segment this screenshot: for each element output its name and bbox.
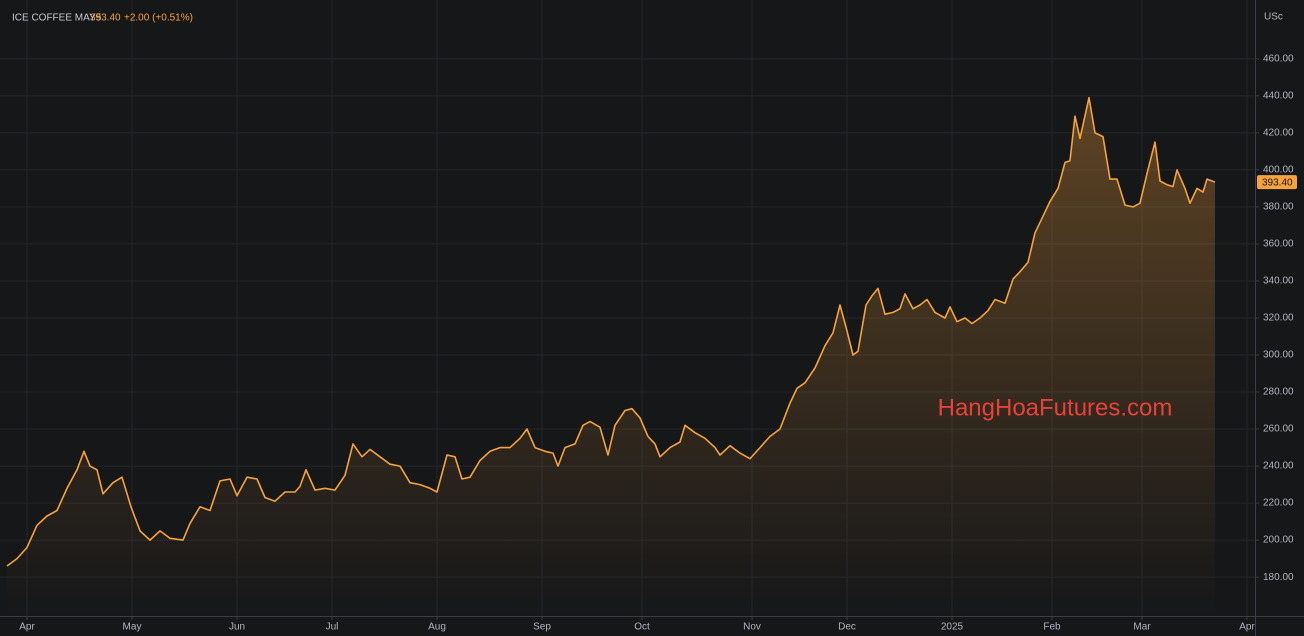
y-tick-label: 240.00	[1263, 461, 1294, 472]
y-tick-label: 380.00	[1263, 202, 1294, 213]
y-tick-label: 200.00	[1263, 535, 1294, 546]
y-tick-label: 320.00	[1263, 313, 1294, 324]
y-tick-label: 360.00	[1263, 239, 1294, 250]
x-tick-label: Feb	[1043, 622, 1061, 633]
x-tick-label: Apr	[19, 622, 35, 633]
watermark: HangHoaFutures.com	[938, 394, 1173, 421]
last-price: 393.40	[90, 13, 121, 24]
y-tick-label: 220.00	[1263, 498, 1294, 509]
x-tick-label: Oct	[634, 622, 650, 633]
last-price-badge	[1257, 175, 1297, 190]
axes: 180.00 200.00 220.00 240.00 260.00 280.00 300.…	[19, 53, 1297, 633]
y-tick-label: 460.00	[1263, 53, 1294, 64]
x-tick-label: 2025	[941, 622, 964, 633]
x-tick-label: Dec	[838, 622, 856, 633]
x-tick-label: Nov	[743, 622, 761, 633]
y-tick-label: 440.00	[1263, 90, 1294, 101]
y-tick-label: 300.00	[1263, 350, 1294, 361]
y-tick-label: 420.00	[1263, 128, 1294, 139]
y-unit: USc	[1264, 12, 1283, 23]
x-tick-label: Mar	[1133, 622, 1151, 633]
x-tick-label: May	[123, 622, 142, 633]
x-tick-label: Jun	[229, 622, 245, 633]
y-tick-label: 280.00	[1263, 387, 1294, 398]
symbol: ICE COFFEE MAY5	[12, 13, 102, 24]
price-change: +2.00 (+0.51%)	[124, 13, 193, 24]
x-tick-label: Jul	[326, 622, 339, 633]
price-line	[6, 96, 1216, 567]
x-tick-label: Aug	[428, 622, 446, 633]
x-tick-label: Sep	[533, 622, 551, 633]
last-price-badge-label: 393.40	[1262, 177, 1293, 188]
area-fill	[7, 97, 1215, 616]
y-tick-label: 180.00	[1263, 572, 1294, 583]
plot	[6, 96, 1216, 616]
y-tick-label: 400.00	[1263, 165, 1294, 176]
x-tick-label: Apr	[1239, 622, 1255, 633]
y-tick-label: 340.00	[1263, 276, 1294, 287]
y-tick-label: 260.00	[1263, 424, 1294, 435]
